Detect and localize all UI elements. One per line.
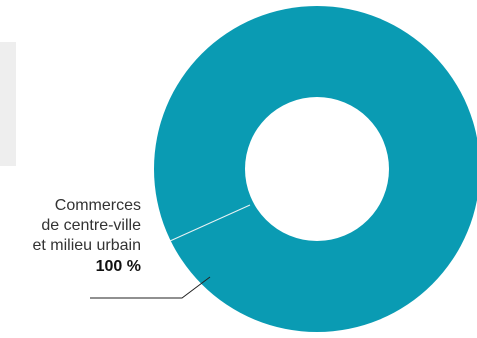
slice-label: Commerces de centre-ville et milieu urba… bbox=[33, 196, 142, 278]
slice-label-line-1: Commerces bbox=[54, 197, 141, 214]
slice-divider bbox=[169, 204, 251, 242]
slice-label-line-3: et milieu urbain bbox=[32, 237, 142, 254]
slice-value-label: 100 % bbox=[95, 258, 141, 275]
side-panel bbox=[0, 42, 16, 166]
donut-hole bbox=[245, 97, 389, 241]
slice-label-line-2: de centre-ville bbox=[41, 217, 141, 234]
leader-line bbox=[90, 276, 211, 299]
